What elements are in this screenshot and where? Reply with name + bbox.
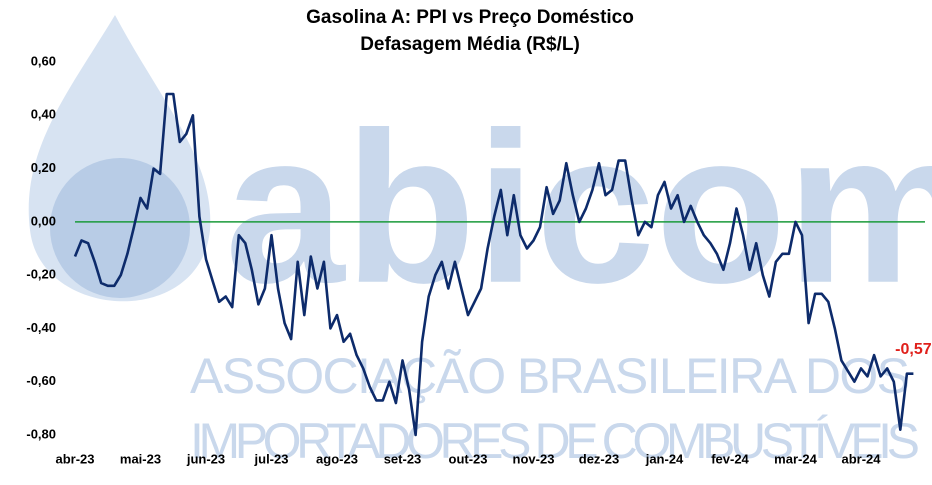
- chart-title: Gasolina A: PPI vs Preço Doméstico: [306, 7, 634, 28]
- y-tick-label: -0,80: [26, 426, 56, 441]
- value-label: -0,57: [895, 341, 932, 358]
- watermark-line: ASSOCIAÇÃO BRASILEIRA DOS: [190, 348, 910, 404]
- data-line: [73, 92, 914, 437]
- y-tick-label: 0,40: [31, 107, 56, 122]
- x-tick-label: mai-23: [120, 451, 161, 466]
- x-tick-label: jun-23: [186, 451, 225, 466]
- y-tick-label: -0,60: [26, 373, 56, 388]
- chart-subtitle: Defasagem Média (R$/L): [360, 34, 580, 55]
- x-tick-label: nov-23: [513, 451, 555, 466]
- watermark-line: IMPORTADORES DE COMBUSTÍVEIS: [190, 413, 920, 469]
- x-tick-label: jan-24: [645, 451, 684, 466]
- y-tick-label: 0,00: [31, 213, 56, 228]
- logo-globe: [50, 158, 190, 298]
- x-tick-label: abr-23: [55, 451, 94, 466]
- x-tick-label: jul-23: [254, 451, 289, 466]
- watermark-brand: abicom: [225, 87, 932, 328]
- y-tick-label: -0,20: [26, 267, 56, 282]
- x-tick-label: abr-24: [841, 451, 881, 466]
- x-tick-label: mar-24: [774, 451, 817, 466]
- y-tick-label: -0,40: [26, 320, 56, 335]
- x-tick-label: dez-23: [579, 451, 619, 466]
- watermark-logo: [28, 15, 211, 302]
- x-tick-label: fev-24: [711, 451, 749, 466]
- y-tick-label: 0,60: [31, 53, 56, 68]
- x-tick-label: set-23: [384, 451, 422, 466]
- x-tick-label: out-23: [449, 451, 488, 466]
- x-tick-label: ago-23: [316, 451, 358, 466]
- y-tick-label: 0,20: [31, 160, 56, 175]
